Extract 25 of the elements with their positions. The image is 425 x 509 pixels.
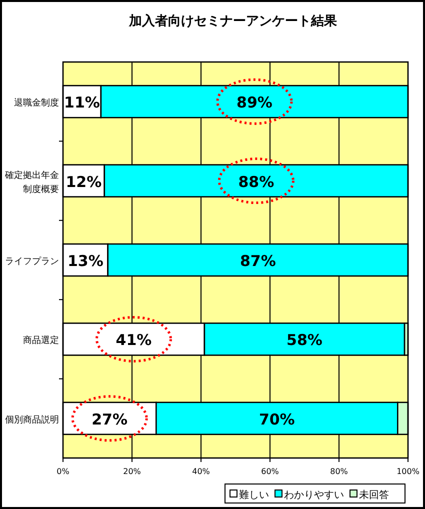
x-tick-label: 80% [330,467,348,476]
y-tick-label: 退職金制度 [14,98,59,109]
data-label: 27% [92,410,128,428]
data-label: 87% [240,252,276,270]
y-tick-label: 商品選定 [23,335,59,346]
legend-label: 難しい [239,489,269,501]
x-tick-label: 0% [56,467,70,476]
y-tick-label: 確定拠出年金制度概要 [4,170,59,195]
data-label: 12% [66,172,102,191]
data-label: 41% [116,331,152,350]
x-tick-label: 40% [192,467,210,476]
data-label: 13% [67,252,104,270]
x-tick-label: 60% [261,467,280,476]
chart-title: 加入者向けセミナーアンケート結果 [128,13,338,29]
x-tick-label: 100% [396,467,420,476]
legend-label: 未回答 [359,489,389,501]
legend-label: わかりやすい [284,490,344,501]
data-label: 70% [258,410,295,428]
data-label: 58% [286,331,322,350]
data-label: 11% [64,94,100,112]
data-label: 88% [238,172,274,191]
x-tick-label: 20% [123,467,142,476]
data-label: 89% [236,94,272,112]
y-tick-label: 個別商品説明 [5,414,59,426]
y-tick-label: ライフプラン [5,256,59,267]
